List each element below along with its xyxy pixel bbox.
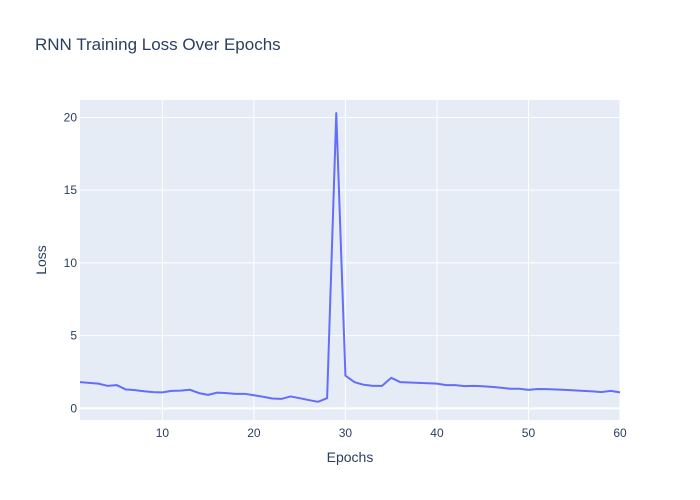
- y-tick-label: 10: [64, 256, 78, 270]
- series-layer: [79, 112, 621, 403]
- x-axis-title: Epochs: [327, 449, 374, 465]
- chart-title: RNN Training Loss Over Epochs: [35, 35, 281, 54]
- y-tick-label: 20: [64, 110, 78, 124]
- x-tick-label: 50: [522, 426, 536, 440]
- y-tick-label: 0: [70, 401, 77, 415]
- loss-series-line: [79, 112, 621, 403]
- y-axis-title: Loss: [33, 245, 49, 275]
- x-tick-label: 60: [613, 426, 627, 440]
- y-tick-label: 5: [70, 329, 77, 343]
- tick-layer: 10 20 30 40 50 60 0 5 10 15 20: [64, 110, 627, 440]
- x-tick-label: 20: [247, 426, 261, 440]
- y-tick-label: 15: [64, 183, 78, 197]
- grid-layer: [80, 100, 621, 420]
- x-tick-label: 30: [339, 426, 353, 440]
- plot-area: [80, 100, 620, 420]
- x-tick-label: 40: [430, 426, 444, 440]
- x-tick-label: 10: [156, 426, 170, 440]
